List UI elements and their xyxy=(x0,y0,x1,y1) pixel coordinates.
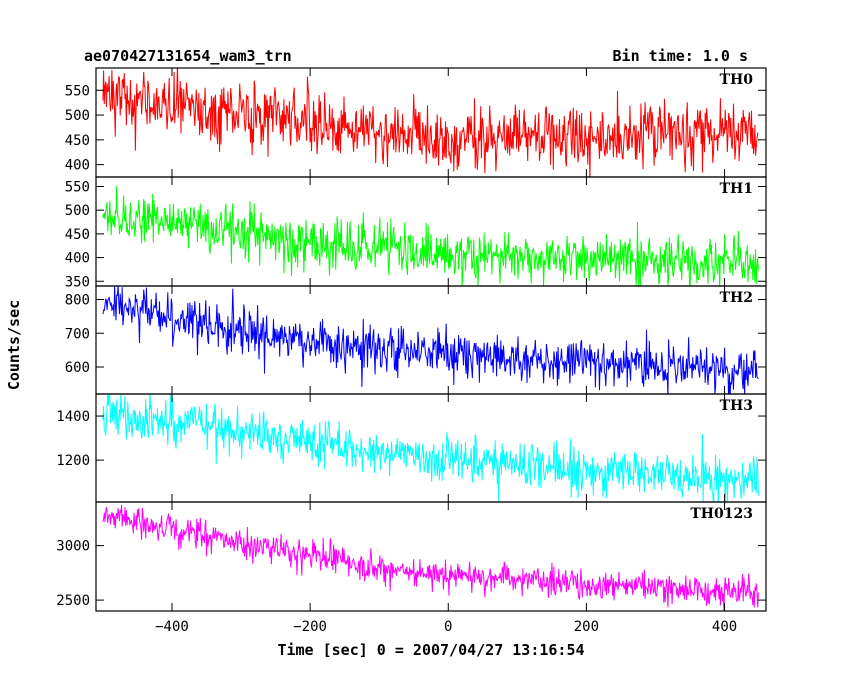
panel-label-th0: TH0 xyxy=(720,72,754,88)
y-tick-label-th1: 550 xyxy=(65,179,90,195)
x-tick-label: −200 xyxy=(293,619,327,635)
panel-label-th3: TH3 xyxy=(720,398,753,414)
panel-label-th2: TH2 xyxy=(720,290,753,306)
series-line-th2 xyxy=(102,286,759,394)
y-axis-label: Counts/sec xyxy=(5,300,23,390)
y-tick-label-th2: 700 xyxy=(65,326,90,342)
y-tick-label-th0: 500 xyxy=(65,108,90,124)
y-tick-label-th3: 1400 xyxy=(56,409,90,425)
series-line-th1 xyxy=(102,185,759,286)
y-tick-label-th1: 350 xyxy=(65,274,90,290)
y-tick-label-th2: 800 xyxy=(65,293,90,309)
y-tick-label-th3: 1200 xyxy=(56,453,90,469)
bin-time-label: Bin time: 1.0 s xyxy=(613,47,748,65)
x-tick-label: −400 xyxy=(155,619,189,635)
y-tick-label-th0123: 3000 xyxy=(56,539,90,555)
panel-frame-th3 xyxy=(95,393,767,503)
chart-title: ae070427131654_wam3_trn xyxy=(84,47,292,65)
panels-group: 400 450 500 550 TH0 350 400 450 500 550 TH1 600 700 8… xyxy=(56,67,767,635)
y-tick-label-th1: 450 xyxy=(65,227,90,243)
y-tick-label-th1: 500 xyxy=(65,203,90,219)
y-tick-label-th0: 400 xyxy=(65,158,90,174)
x-tick-label: 0 xyxy=(444,619,452,635)
y-tick-label-th1: 400 xyxy=(65,251,90,267)
series-line-th0 xyxy=(102,68,759,177)
panel-label-th0123: TH0123 xyxy=(690,506,753,522)
series-line-th3 xyxy=(102,394,759,502)
x-tick-label: 400 xyxy=(712,619,737,635)
series-line-th0123 xyxy=(102,504,759,611)
y-tick-label-th0: 450 xyxy=(65,133,90,149)
x-axis-label: Time [sec] 0 = 2007/04/27 13:16:54 xyxy=(277,641,584,659)
panel-frame-th0123 xyxy=(95,501,767,612)
y-tick-label-th0: 550 xyxy=(65,83,90,99)
y-tick-label-th2: 600 xyxy=(65,360,90,376)
panel-label-th1: TH1 xyxy=(720,181,753,197)
x-tick-label: 200 xyxy=(574,619,599,635)
y-tick-label-th0123: 2500 xyxy=(56,593,90,609)
